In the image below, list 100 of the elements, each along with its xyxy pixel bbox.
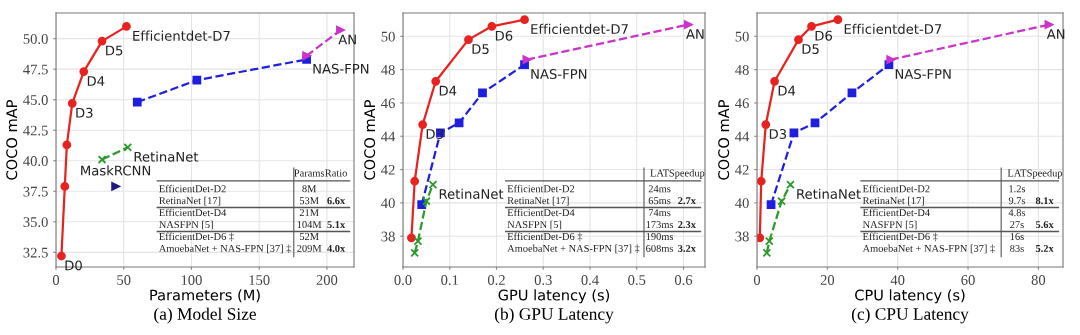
annotation: RetinaNet [17] xyxy=(862,196,924,206)
y-tick-label: 48 xyxy=(735,64,749,75)
annotation: 4.0x xyxy=(327,244,346,252)
annotation: D4 xyxy=(778,85,796,96)
annotation: EfficientDet-D6 ‡ xyxy=(507,232,583,242)
annotation: 608ms xyxy=(646,244,674,252)
y-tick-label: 45.0 xyxy=(23,95,48,105)
point xyxy=(123,142,133,152)
annotation: 6.6x xyxy=(327,197,346,205)
annotation: 5.6x xyxy=(1035,221,1054,229)
x-tick-label: 200 xyxy=(316,275,338,285)
point xyxy=(418,120,428,129)
point xyxy=(407,233,416,243)
annotation: EfficientDet-D4 xyxy=(159,208,227,217)
series-label: Efficientdet-D7 xyxy=(531,23,628,35)
point xyxy=(683,20,693,30)
x-tick-label: 60 xyxy=(961,275,975,285)
annotation: 52M xyxy=(299,233,319,241)
y-tick-label: 46 xyxy=(381,98,395,109)
series-label: NAS-FPN xyxy=(531,69,587,80)
point xyxy=(761,120,771,129)
y-tick-label: 40.0 xyxy=(23,156,48,167)
series-label: NAS-FPN xyxy=(895,69,951,80)
x-tick-label: 50 xyxy=(117,275,131,285)
annotation: D3 xyxy=(76,107,93,118)
annotation: D5 xyxy=(106,45,123,56)
annotation: 74ms xyxy=(648,209,671,217)
text: (a) Model Size xyxy=(154,307,256,324)
annotation: AmoebaNet + NAS-FPN [37] ‡ xyxy=(862,244,995,254)
y-tick-label: 50 xyxy=(735,31,749,42)
y-tick-label: 46 xyxy=(735,98,749,109)
y-axis-title: COCO mAP xyxy=(364,100,376,180)
y-tick-label: 32.5 xyxy=(23,247,48,258)
annotation: EfficientDet-D6 ‡ xyxy=(862,232,938,242)
annotation: NASFPN [5] xyxy=(507,220,562,230)
x-tick-label: 150 xyxy=(249,275,270,285)
x-tick-label: 0.0 xyxy=(394,275,412,285)
series-label: AN xyxy=(338,34,356,45)
annotation: 24ms xyxy=(648,185,671,193)
point xyxy=(410,176,420,186)
point xyxy=(421,196,431,206)
series-label: Efficientdet-D7 xyxy=(133,30,230,41)
annotation: 5.1x xyxy=(327,221,346,229)
annotation: 21M xyxy=(299,209,319,217)
point xyxy=(60,182,70,191)
annotation: EfficientDet-D2 xyxy=(159,184,226,193)
point xyxy=(757,233,765,243)
point xyxy=(807,21,816,31)
annotation: 53M xyxy=(299,197,319,205)
point xyxy=(522,55,532,65)
y-tick-label: 50.0 xyxy=(23,34,48,44)
point xyxy=(410,248,420,258)
point xyxy=(62,140,72,150)
point xyxy=(57,251,66,261)
x-tick-label: 0.5 xyxy=(628,275,646,285)
annotation: LAT xyxy=(650,169,669,177)
x-tick-label: 0.6 xyxy=(674,275,693,285)
y-tick-label: 48 xyxy=(381,64,395,75)
annotation: 104M xyxy=(297,221,322,229)
annotation: 8M xyxy=(302,185,317,193)
annotation: D5 xyxy=(802,44,819,55)
point xyxy=(520,15,529,25)
annotation: 1.2s xyxy=(1009,185,1026,193)
point xyxy=(122,22,131,31)
annotation: 173ms xyxy=(646,221,674,229)
y-tick-label: 38 xyxy=(735,231,749,242)
annotation: Speedup xyxy=(669,169,705,179)
point xyxy=(302,51,311,61)
point xyxy=(766,200,776,209)
point xyxy=(464,35,473,45)
x-tick-label: 0 xyxy=(52,275,60,285)
annotation: NASFPN [5] xyxy=(862,220,917,230)
x-tick-label: 20 xyxy=(820,275,835,285)
annotation: 2.3x xyxy=(678,221,696,229)
series-label: RetinaNet xyxy=(797,188,861,199)
annotation: 27s xyxy=(1010,221,1024,229)
annotation: D4 xyxy=(439,85,457,96)
point xyxy=(777,196,786,206)
x-axis-title: Parameters (M) xyxy=(150,289,260,303)
x-axis-title: CPU latency (s) xyxy=(855,289,965,304)
x-tick-label: 0.2 xyxy=(487,275,505,285)
point xyxy=(786,180,795,189)
annotation: Ratio xyxy=(325,169,347,177)
annotation: AmoebaNet + NAS-FPN [37] ‡ xyxy=(158,244,292,254)
series-label: NAS-FPN xyxy=(313,63,369,74)
x-tick-label: 100 xyxy=(181,275,202,285)
point xyxy=(132,97,142,107)
x-tick-label: 40 xyxy=(890,275,905,285)
x-tick-label: 0.1 xyxy=(441,275,458,285)
y-tick-label: 40 xyxy=(735,198,749,209)
y-tick-label: 42.5 xyxy=(23,125,48,136)
annotation: 5.2x xyxy=(1035,244,1054,252)
annotation: EfficientDet-D6 ‡ xyxy=(159,232,234,242)
y-tick-label: 47.5 xyxy=(23,64,48,75)
y-axis-title: COCO mAP xyxy=(718,100,730,180)
point xyxy=(478,88,487,98)
point xyxy=(1044,20,1054,30)
annotation: D6 xyxy=(815,30,833,41)
series-label: RetinaNet xyxy=(134,151,199,162)
point xyxy=(79,67,89,76)
